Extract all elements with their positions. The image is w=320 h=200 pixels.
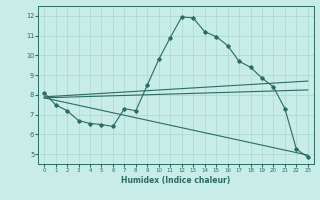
X-axis label: Humidex (Indice chaleur): Humidex (Indice chaleur) bbox=[121, 176, 231, 185]
